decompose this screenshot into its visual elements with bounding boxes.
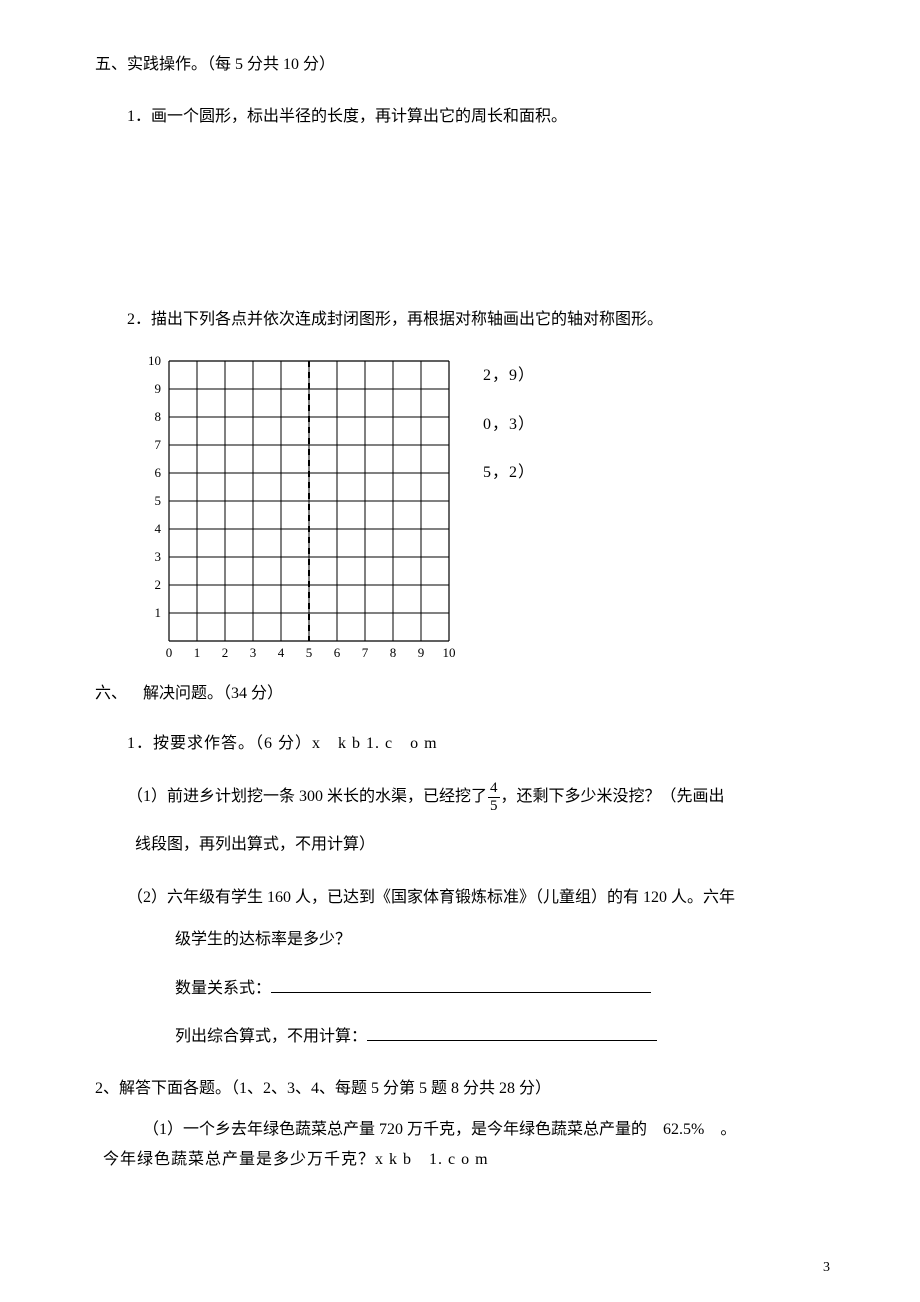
coordinate-grid: 1 2 3 4 5 6 7 8 9 10 0 1 2 3 4 5 6 7 8 9 10 (145, 349, 455, 674)
svg-text:6: 6 (155, 465, 162, 480)
section-five-q1: 1．画一个圆形，标出半径的长度，再计算出它的周长和面积。 (95, 102, 835, 132)
expression-label: 列出综合算式，不用计算： (175, 1028, 367, 1045)
q1-sub2-line2: 级学生的达标率是多少？ (127, 925, 835, 955)
svg-text:7: 7 (362, 645, 369, 660)
svg-text:5: 5 (306, 645, 313, 660)
q1-sub1-pre: （1）前进乡计划挖一条 300 米长的水渠，已经挖了 (127, 789, 487, 806)
svg-text:0: 0 (166, 645, 173, 660)
svg-text:1: 1 (194, 645, 201, 660)
section-six-q1-sub1: （1）前进乡计划挖一条 300 米长的水渠，已经挖了45，还剩下多少米没挖？（先… (95, 781, 835, 860)
svg-text:2: 2 (222, 645, 229, 660)
svg-text:1: 1 (155, 605, 162, 620)
section-six-prefix: 六、 (95, 679, 127, 709)
q1-sub2-line1: （2）六年级有学生 160 人，已达到《国家体育锻炼标准》（儿童组）的有 120… (127, 889, 735, 906)
svg-text:4: 4 (278, 645, 285, 660)
point-a: 2，9） (483, 361, 535, 391)
q1-sub1-post: ，还剩下多少米没挖？（先画出 (501, 789, 725, 806)
svg-text:8: 8 (390, 645, 397, 660)
q1-sub1-line2: 线段图，再列出算式，不用计算） (127, 830, 835, 860)
svg-text:7: 7 (155, 437, 162, 452)
svg-text:10: 10 (443, 645, 456, 660)
expression-blank (367, 1024, 657, 1041)
page-number: 3 (823, 1255, 830, 1282)
svg-text:5: 5 (155, 493, 162, 508)
svg-text:9: 9 (155, 381, 162, 396)
coordinate-points-list: 2，9） 0，3） 5，2） (483, 361, 535, 506)
point-b: 0，3） (483, 410, 535, 440)
section-six-q2-head: 2、解答下面各题。（1、2、3、4、每题 5 分第 5 题 8 分共 28 分） (95, 1074, 835, 1104)
section-six-heading: 解决问题。（34 分） (143, 679, 283, 709)
svg-text:9: 9 (418, 645, 425, 660)
drawing-space (95, 155, 835, 305)
svg-text:10: 10 (148, 353, 161, 368)
relation-label: 数量关系式： (175, 980, 271, 997)
fraction-4-5: 45 (488, 781, 500, 814)
section-six-q1-sub2: （2）六年级有学生 160 人，已达到《国家体育锻炼标准》（儿童组）的有 120… (95, 883, 835, 1053)
q2-sub1-line2: 今年绿色蔬菜总产量是多少万千克？x k b 1. c o m (95, 1145, 835, 1175)
section-five-q2: 2．描出下列各点并依次连成封闭图形，再根据对称轴画出它的轴对称图形。 (95, 305, 835, 335)
svg-text:8: 8 (155, 409, 162, 424)
q2-sub1-line1: （1）一个乡去年绿色蔬菜总产量 720 万千克，是今年绿色蔬菜总产量的 62.5… (95, 1115, 835, 1145)
section-six-q1-head: 1．按要求作答。（6 分）x k b 1. c o m (95, 729, 835, 759)
section-five-heading: 五、实践操作。（每 5 分共 10 分） (95, 50, 835, 80)
svg-text:6: 6 (334, 645, 341, 660)
svg-text:3: 3 (155, 549, 162, 564)
grid-and-points-row: 1 2 3 4 5 6 7 8 9 10 0 1 2 3 4 5 6 7 8 9 10 2，9） 0，3） 5，2） (145, 349, 835, 674)
relation-blank (271, 976, 651, 993)
svg-text:4: 4 (155, 521, 162, 536)
point-c: 5，2） (483, 458, 535, 488)
svg-text:2: 2 (155, 577, 162, 592)
svg-text:3: 3 (250, 645, 257, 660)
